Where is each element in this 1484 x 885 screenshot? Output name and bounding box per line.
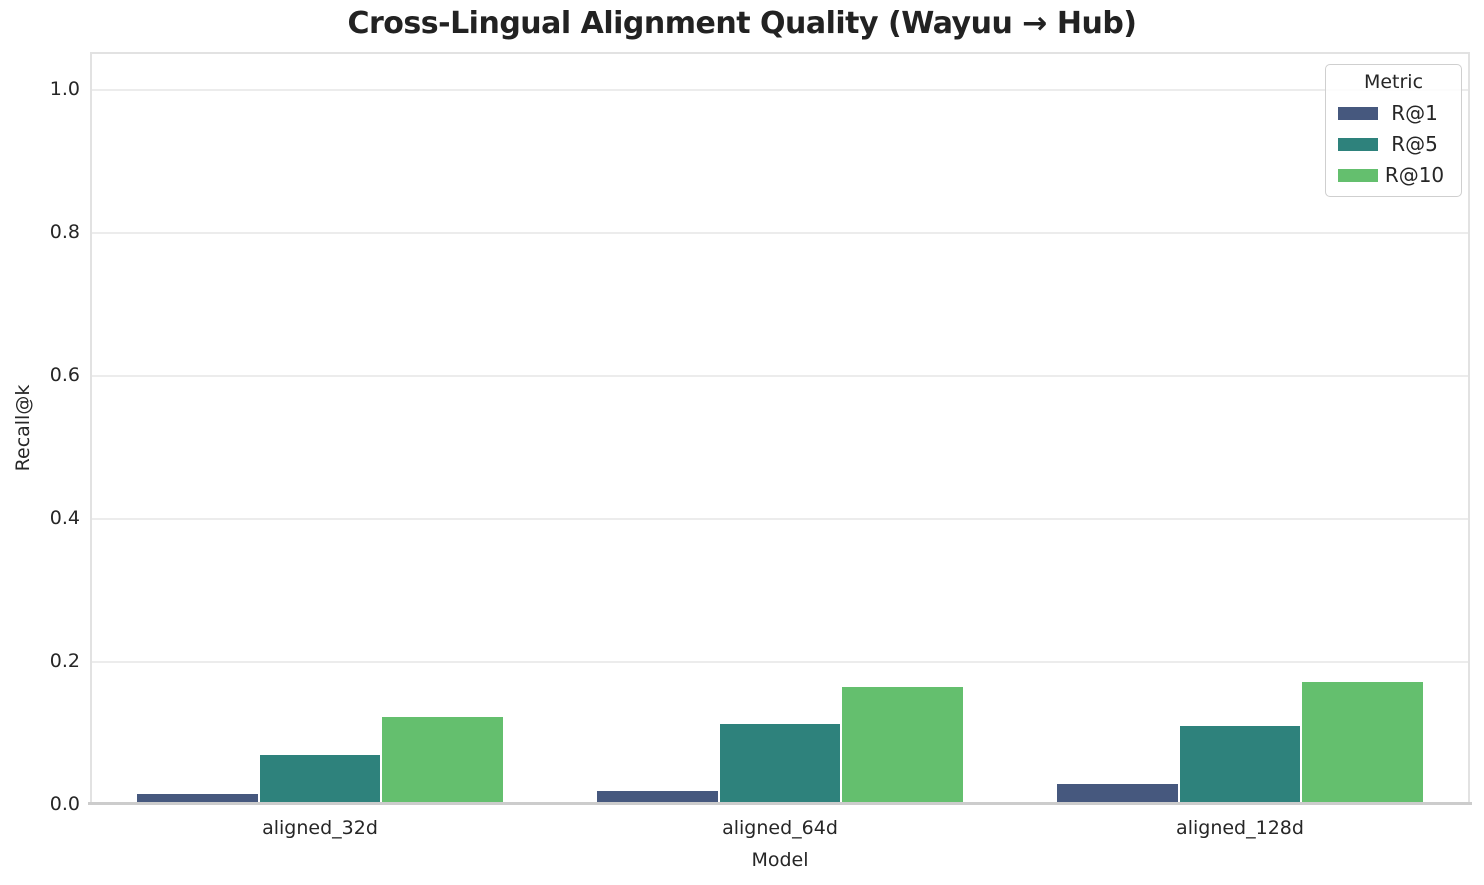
gridline-y-0.4: [90, 518, 1470, 520]
y-tick-label-0.2: 0.2: [49, 650, 80, 672]
bar-R@1-aligned_32d: [137, 793, 258, 805]
x-tick-label-aligned_128d: aligned_128d: [1176, 817, 1304, 839]
top-spine: [90, 52, 1470, 54]
bar-R@10-aligned_64d: [842, 687, 963, 805]
legend-item-R@5: R@5: [1336, 133, 1451, 155]
bar-R@5-aligned_32d: [259, 754, 381, 805]
y-axis-label: Recall@k: [12, 384, 34, 472]
chart-title: Cross-Lingual Alignment Quality (Wayuu →…: [347, 6, 1137, 41]
x-tick-label-aligned_32d: aligned_32d: [262, 817, 378, 839]
gridline-y-0.6: [90, 375, 1470, 377]
bar-R@10-aligned_32d: [382, 717, 503, 805]
y-tick-label-0.0: 0.0: [49, 793, 80, 815]
legend: Metric R@1 R@5 R@10: [1325, 64, 1462, 197]
bar-R@5-aligned_64d: [719, 724, 841, 805]
legend-swatch-R@10: [1338, 168, 1378, 182]
legend-swatch-R@5: [1338, 137, 1378, 151]
legend-swatch-R@1: [1338, 106, 1378, 120]
legend-item-R@1: R@1: [1336, 102, 1451, 124]
y-tick-label-0.8: 0.8: [49, 221, 80, 243]
legend-label-R@10: R@10: [1384, 163, 1445, 187]
left-spine: [90, 52, 92, 805]
legend-item-R@10: R@10: [1336, 164, 1451, 186]
x-axis-label: Model: [751, 849, 809, 871]
y-tick-label-1.0: 1.0: [49, 78, 80, 100]
right-spine: [1468, 52, 1470, 805]
gridline-y-1.0: [90, 89, 1470, 91]
x-axis-line: [88, 802, 1472, 805]
bar-R@1-aligned_128d: [1057, 783, 1178, 805]
x-tick-label-aligned_64d: aligned_64d: [722, 817, 838, 839]
plot-area: [88, 52, 1472, 805]
legend-label-R@5: R@5: [1391, 132, 1438, 156]
gridline-y-0.2: [90, 661, 1470, 663]
y-tick-label-0.4: 0.4: [49, 507, 80, 529]
bar-R@5-aligned_128d: [1179, 725, 1301, 805]
y-tick-label-0.6: 0.6: [49, 364, 80, 386]
bar-R@10-aligned_128d: [1302, 682, 1423, 805]
legend-title: Metric: [1363, 71, 1424, 93]
gridline-y-0.8: [90, 232, 1470, 234]
legend-label-R@1: R@1: [1391, 101, 1438, 125]
bar-R@1-aligned_64d: [597, 790, 718, 805]
